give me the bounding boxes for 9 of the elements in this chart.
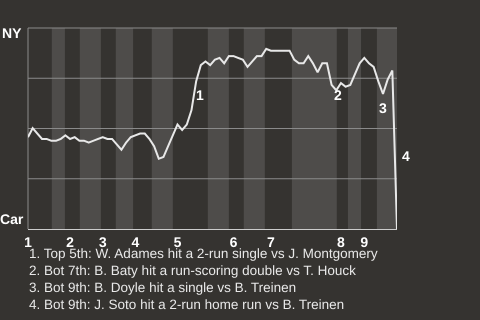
text: 2. Bot 7th: B. Baty hit a run-scoring double vs T. Houck: [29, 263, 356, 278]
text: 4: [402, 148, 410, 164]
annotation: 3: [379, 100, 387, 116]
annotation: 1: [196, 87, 204, 103]
text: Car: [0, 211, 24, 227]
text: 3. Bot 9th: B. Doyle hit a single vs B. Treinen: [29, 280, 296, 295]
text: 4. Bot 9th: J. Soto hit a 2-run home run vs B. Treinen: [29, 297, 344, 312]
text: NY: [2, 25, 22, 41]
annotation: 2: [334, 87, 342, 103]
